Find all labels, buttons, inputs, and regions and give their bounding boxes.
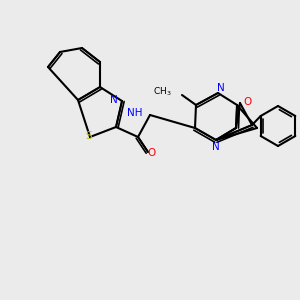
Text: NH: NH xyxy=(127,108,142,118)
Text: S: S xyxy=(86,131,92,141)
Text: N: N xyxy=(110,95,118,105)
Text: CH$_3$: CH$_3$ xyxy=(153,86,172,98)
Text: O: O xyxy=(244,97,252,107)
Text: N: N xyxy=(212,142,220,152)
Text: N: N xyxy=(217,83,225,93)
Text: O: O xyxy=(148,148,156,158)
